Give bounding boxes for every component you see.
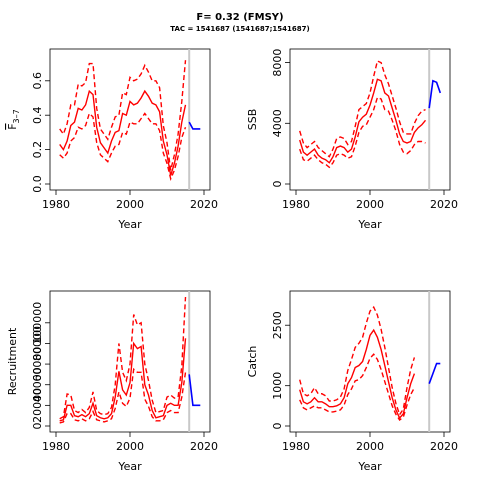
y-tick-label: 0.0 [31,175,44,193]
y-tick-label: 2500 [271,311,284,339]
y-tick-label: 0.4 [31,106,44,124]
y-tick-label: 8000 [271,49,284,77]
x-tick-label: 2020 [430,440,458,453]
series-line-estimate [59,89,187,176]
y-tick-label: 4000 [271,109,284,137]
x-tick-label: 1980 [282,440,310,453]
series-line-estimate [299,328,416,420]
x-tick-label: 2020 [430,198,458,211]
chart-panel-4: 1980 2000 2020 Year 0 1000 2500 Catch [246,290,458,473]
x-tick-label: 1980 [282,198,310,211]
x-tick-label: 1980 [42,198,70,211]
series-line-projection [428,362,441,384]
series-line-estimate [299,78,427,164]
plot-frame [49,48,211,191]
chart-panel-2: 1980 2000 2020 Year 0 4000 8000 SSB [246,49,458,231]
x-tick-label: 2000 [116,440,144,453]
y-tick-label: 0 [271,181,284,188]
panels: 1980 2000 2020 Year 0.0 0.2 0.4 0.6 F3–7 1980 2000… [6,49,458,473]
y-tick-label: 60000 [31,347,44,382]
x-axis-label: Year [117,218,142,231]
figure-title: F= 0.32 (FMSY) [196,12,283,23]
y-tick-label: 0.2 [31,141,44,159]
y-tick-label: 0 [31,423,44,430]
x-tick-label: 2020 [190,440,218,453]
x-tick-label: 2000 [116,198,144,211]
y-axis-label: F3–7 [6,109,21,130]
x-tick-label: 2000 [356,198,384,211]
y-axis-label: Catch [246,346,259,378]
y-axis-label: Recruitment [6,327,19,395]
y-tick-label: 0.6 [31,72,44,90]
x-tick-label: 2020 [190,198,218,211]
y-tick-label: 40000 [31,367,44,402]
series-line-upper [299,305,416,417]
series-line-projection [188,374,201,407]
x-axis-label: Year [357,460,382,473]
y-tick-label: 1000 [271,372,284,400]
x-tick-label: 1980 [42,440,70,453]
y-tick-label: 0 [271,423,284,430]
series-line-lower [299,353,416,421]
y-tick-label: 20000 [31,388,44,423]
y-tick-label: 100000 [31,302,44,344]
chart-panel-1: 1980 2000 2020 Year 0.0 0.2 0.4 0.6 F3–7 [6,48,218,231]
series-line-lower [59,367,187,424]
y-axis-label: SSB [246,109,259,131]
x-axis-label: Year [357,218,382,231]
series-line-upper [59,296,187,420]
series-line-lower [299,96,426,169]
chart-panel-3: 1980 2000 2020 Year 020000400006000080000100… [6,290,218,473]
x-tick-label: 2000 [356,440,384,453]
y-tick-label: 80000 [31,326,44,361]
series-line-projection [188,121,201,130]
series-line-lower [59,112,187,182]
series-line-projection [428,79,442,109]
x-axis-label: Year [117,460,142,473]
figure-subtitle: TAC = 1541687 (1541687;1541687) [170,25,309,33]
plot-frame [289,48,451,191]
series-line-estimate [59,338,187,422]
